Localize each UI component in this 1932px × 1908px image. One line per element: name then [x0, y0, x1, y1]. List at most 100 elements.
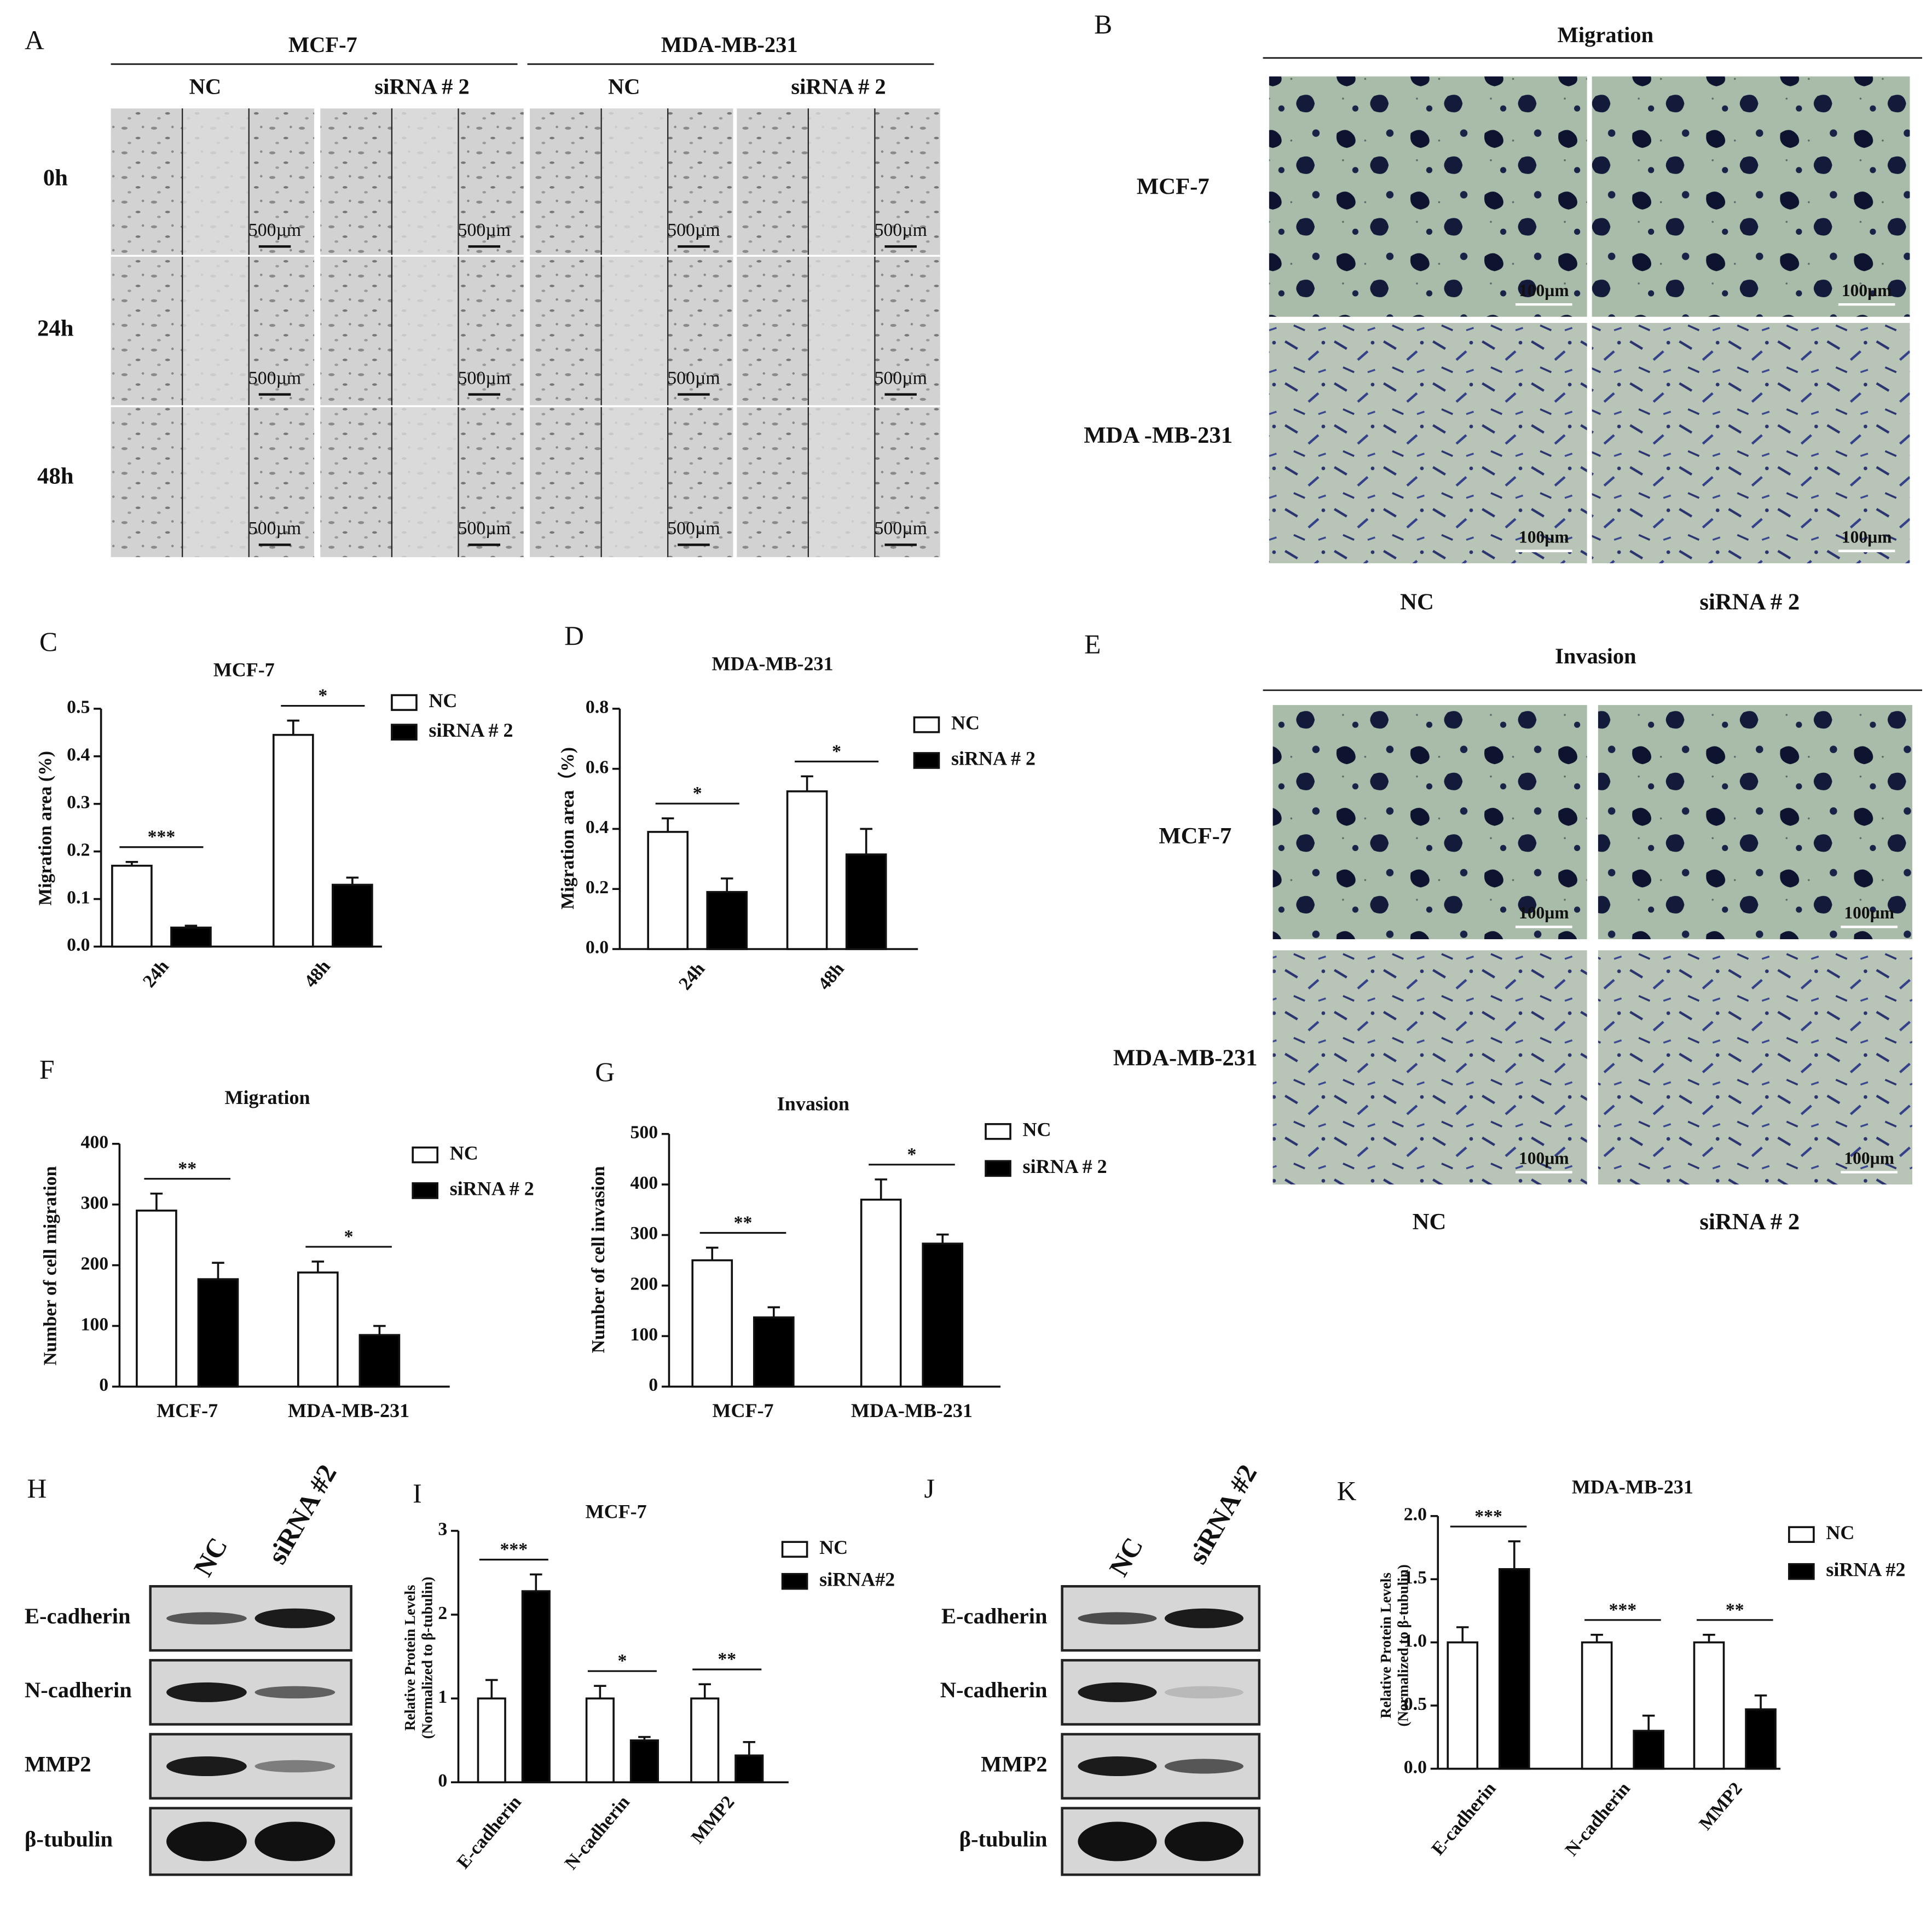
y-tick-label: 1.0	[1404, 1631, 1427, 1651]
transwell-image	[1592, 76, 1910, 317]
bar	[629, 1739, 659, 1784]
legend-label: NC	[1826, 1522, 1854, 1543]
lane-label: siRNA #2	[262, 1459, 342, 1569]
y-tick-label: 0.2	[586, 877, 609, 898]
wound-area	[391, 256, 459, 406]
x-tick-label: 24h	[675, 959, 709, 994]
blot-band	[166, 1822, 247, 1861]
significance-label: *	[907, 1144, 916, 1165]
y-axis-label: Migration area (%)	[35, 751, 55, 906]
legend-label: siRNA#2	[819, 1568, 895, 1590]
group-header: MDA-MB-231	[661, 32, 798, 57]
blot-band	[1078, 1612, 1157, 1625]
significance-label: ***	[500, 1539, 528, 1559]
bar	[170, 926, 212, 948]
legend-swatch	[913, 716, 940, 733]
x-tick-label: MCF-7	[713, 1400, 774, 1421]
protein-label: MMP2	[981, 1751, 1047, 1776]
significance-label: *	[617, 1651, 627, 1671]
scale-bar-label: 500µm	[667, 518, 720, 539]
panel-title: Migration	[1558, 22, 1654, 47]
significance-label: **	[178, 1159, 196, 1179]
scale-bar-label: 500µm	[458, 518, 511, 539]
legend-swatch	[985, 1160, 1011, 1177]
transwell-image	[1598, 950, 1912, 1185]
x-tick-label: MMP2	[687, 1792, 738, 1847]
wound-area	[182, 407, 249, 557]
bar	[860, 1199, 902, 1388]
panel-letter: D	[564, 621, 584, 651]
y-tick-label: 0.3	[67, 792, 90, 812]
blot-band	[166, 1756, 247, 1777]
bar	[332, 883, 373, 948]
panel-letter: E	[1084, 629, 1101, 660]
panel-letter: J	[924, 1473, 934, 1504]
panel-letter: H	[27, 1473, 47, 1504]
wound-area	[808, 108, 875, 256]
blot-band	[254, 1686, 336, 1699]
x-tick-label: N-cadherin	[1561, 1778, 1634, 1860]
column-label: siRNA # 2	[1699, 589, 1800, 615]
blot-band	[1164, 1759, 1243, 1774]
y-axis-label: Number of cell invasion	[588, 1166, 609, 1353]
wound-area	[601, 256, 668, 406]
y-tick-label: 0	[649, 1375, 658, 1395]
legend-swatch	[391, 724, 418, 741]
legend-label: siRNA # 2	[450, 1178, 534, 1200]
condition-header: siRNA # 2	[791, 74, 886, 99]
column-label: NC	[1400, 589, 1434, 615]
panel-title: Invasion	[1555, 644, 1636, 668]
blot-band	[254, 1608, 336, 1628]
significance-label: ***	[148, 827, 176, 847]
y-tick-label: 2	[438, 1603, 447, 1623]
scale-bar-label: 100µm	[1519, 1148, 1569, 1167]
row-label: MDA -MB-231	[1084, 423, 1233, 448]
y-tick-label: 0.4	[67, 745, 90, 765]
blot-band	[1078, 1822, 1157, 1861]
y-tick-label: 0.8	[586, 697, 609, 718]
scale-bar-label: 500µm	[458, 368, 511, 388]
bar	[1745, 1708, 1777, 1770]
wound-area	[391, 108, 459, 256]
bar	[706, 891, 748, 950]
significance-label: ***	[1474, 1506, 1502, 1527]
x-tick-label: E-cadherin	[1428, 1778, 1500, 1859]
chart-title: Migration	[225, 1086, 310, 1108]
blot-band	[1078, 1756, 1157, 1777]
scale-bar-label: 500µm	[248, 220, 301, 240]
wound-area	[601, 108, 668, 256]
timepoint-label: 0h	[43, 165, 68, 191]
panel-letter: I	[413, 1478, 421, 1508]
blot-band	[1164, 1686, 1243, 1699]
wound-area	[601, 407, 668, 557]
y-tick-label: 100	[80, 1314, 108, 1334]
panel-letter: B	[1094, 9, 1112, 39]
y-tick-label: 100	[630, 1325, 658, 1345]
x-tick-label: MDA-MB-231	[851, 1400, 973, 1421]
bar	[297, 1271, 339, 1388]
condition-header: siRNA # 2	[374, 74, 469, 99]
legend-label: siRNA # 2	[951, 748, 1036, 770]
bar	[272, 733, 314, 948]
bar	[477, 1697, 506, 1784]
x-tick-label: MMP2	[1695, 1778, 1746, 1834]
significance-label: **	[1726, 1600, 1744, 1620]
y-tick-label: 0	[99, 1375, 108, 1395]
legend-label: NC	[450, 1142, 478, 1164]
bar	[845, 853, 887, 950]
bar	[521, 1590, 551, 1784]
chart-title: MCF-7	[213, 659, 275, 681]
panel-letter: K	[1337, 1476, 1357, 1506]
y-tick-label: 0.5	[67, 697, 90, 718]
scale-bar-label: 500µm	[667, 220, 720, 240]
y-tick-label: 3	[438, 1519, 447, 1540]
protein-label: MMP2	[25, 1751, 91, 1776]
bar	[136, 1209, 177, 1388]
scale-bar-label: 500µm	[248, 518, 301, 539]
transwell-image	[1272, 705, 1587, 939]
legend-label: siRNA #2	[1826, 1558, 1905, 1580]
y-tick-label: 400	[80, 1132, 108, 1153]
legend-swatch	[781, 1572, 808, 1590]
panel-letter: C	[39, 627, 57, 657]
